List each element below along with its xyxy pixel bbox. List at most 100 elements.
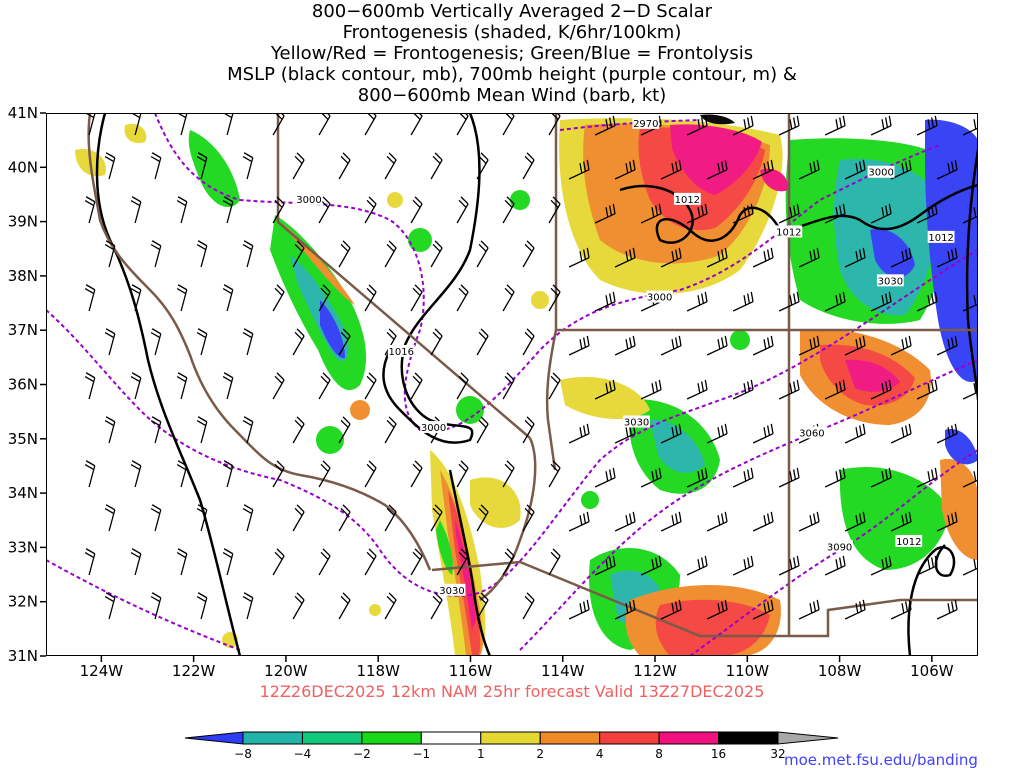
- wind-barb: [916, 115, 938, 136]
- wind-barb: [936, 423, 958, 444]
- wind-barb: [272, 196, 285, 224]
- mslp-contours: [95, 113, 978, 656]
- lon-tick-label: 106W: [910, 662, 954, 680]
- wind-barb: [338, 504, 351, 532]
- border-mexico: [431, 560, 978, 638]
- wind-barb: [130, 460, 142, 488]
- wind-barb: [430, 152, 443, 180]
- wind-barb: [798, 511, 820, 532]
- wind-barb: [844, 423, 866, 444]
- lon-tick-label: 122W: [172, 662, 216, 680]
- wind-barb: [568, 599, 590, 620]
- wind-barb: [870, 379, 892, 400]
- wind-barb: [706, 159, 728, 180]
- wind-barb: [548, 548, 561, 576]
- contour-label: 3000: [296, 195, 321, 206]
- border-az-sonora: [545, 329, 558, 471]
- wind-barb: [150, 240, 162, 268]
- wind-barb: [752, 159, 774, 180]
- colorbar-segment: [242, 731, 303, 745]
- wind-barb: [732, 115, 754, 136]
- contour-label: 3060: [799, 428, 824, 439]
- wind-barb: [936, 159, 958, 180]
- wind-barb: [364, 196, 377, 224]
- wind-barb: [476, 240, 489, 268]
- wind-barb: [196, 416, 208, 444]
- shade-desert-yellow: [470, 477, 521, 528]
- wind-barb: [150, 592, 162, 620]
- wind-barb: [338, 152, 351, 180]
- contour-label: 3000: [647, 293, 672, 304]
- mslp-contour-east: [965, 149, 978, 401]
- contour-label-bg: [867, 165, 895, 178]
- wind-barb: [824, 291, 846, 312]
- wind-barb: [614, 511, 636, 532]
- wind-barb: [456, 460, 469, 488]
- wind-barb: [292, 328, 305, 356]
- contour-label: 3030: [439, 586, 464, 597]
- contour-label-bg: [646, 290, 674, 303]
- wind-barb: [522, 416, 535, 444]
- wind-barb: [686, 115, 708, 136]
- colorbar-label: 2: [536, 747, 544, 761]
- contour-label-bg: [895, 534, 923, 547]
- source-url[interactable]: moe.met.fsu.edu/banding: [784, 751, 978, 768]
- wind-barb: [732, 291, 754, 312]
- title-line-3: Yellow/Red = Frontogenesis; Green/Blue =…: [270, 43, 753, 64]
- colorbar-label: −2: [353, 747, 371, 761]
- wind-barb: [456, 548, 469, 576]
- height-contour-3060: [46, 359, 978, 651]
- wind-barb: [752, 423, 774, 444]
- wind-barb: [84, 548, 96, 576]
- wind-barb: [384, 504, 397, 532]
- wind-barb: [732, 555, 754, 576]
- title-line-1: 800−600mb Vertically Averaged 2−D Scalar: [312, 1, 713, 22]
- wind-barb: [84, 196, 96, 224]
- wind-barb: [522, 504, 535, 532]
- wind-barb: [318, 284, 331, 312]
- wind-barb: [410, 548, 423, 576]
- shade-dot-4: [387, 192, 403, 208]
- wind-barb: [752, 335, 774, 356]
- lat-tick-label: 39N: [8, 213, 38, 231]
- wind-barb: [222, 196, 234, 224]
- wind-barb: [522, 152, 535, 180]
- colorbar-segment: [658, 731, 720, 745]
- wind-barb: [364, 460, 377, 488]
- wind-barb: [594, 555, 616, 576]
- title-line-2: Frontogenesis (shaded, K/6hr/100km): [343, 22, 682, 43]
- wind-barb: [292, 240, 305, 268]
- wind-barb: [476, 592, 489, 620]
- wind-barb: [824, 115, 846, 136]
- colorbar-label: −8: [234, 747, 252, 761]
- wind-barb: [824, 203, 846, 224]
- wind-barb: [686, 467, 708, 488]
- wind-barb: [196, 504, 208, 532]
- wind-barb: [890, 335, 912, 356]
- wind-barb: [870, 467, 892, 488]
- wind-barb: [242, 152, 254, 180]
- mslp-contour-1016: [382, 113, 481, 444]
- wind-barb: [916, 467, 938, 488]
- wind-barb: [318, 460, 331, 488]
- wind-barb: [614, 247, 636, 268]
- wind-barb: [568, 511, 590, 532]
- wind-barb: [410, 284, 423, 312]
- lat-tick-label: 36N: [8, 376, 38, 394]
- shade-dot-7: [350, 400, 370, 420]
- wind-barb: [798, 247, 820, 268]
- wind-barb: [844, 599, 866, 620]
- wind-barb: [640, 467, 662, 488]
- lat-tick-label: 40N: [8, 158, 38, 176]
- wind-barb: [660, 423, 682, 444]
- wind-barb: [242, 240, 254, 268]
- wind-barb: [318, 372, 331, 400]
- wind-barb: [196, 240, 208, 268]
- lon-tick-label: 108W: [818, 662, 862, 680]
- wind-barb: [364, 372, 377, 400]
- wind-barb: [798, 599, 820, 620]
- wind-barb: [130, 548, 142, 576]
- lon-tick-label: 114W: [541, 662, 585, 680]
- shade-dot-2: [510, 190, 530, 210]
